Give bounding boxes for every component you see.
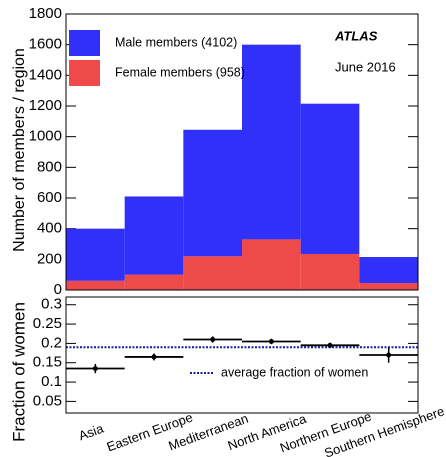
y-tick-label: 0.25 bbox=[33, 315, 62, 332]
point bbox=[386, 352, 392, 358]
plot-frame bbox=[65, 296, 419, 414]
bar bbox=[124, 274, 184, 290]
x-tick-label: Asia bbox=[77, 420, 107, 443]
point bbox=[268, 338, 274, 344]
y-tick-label: 0.2 bbox=[41, 334, 62, 351]
bar bbox=[242, 239, 301, 290]
plot-frame bbox=[65, 13, 419, 291]
point bbox=[151, 354, 157, 360]
bar bbox=[242, 44, 301, 240]
bar bbox=[300, 103, 360, 254]
y-tick-label: 800 bbox=[37, 158, 62, 175]
y-tick-label: 0.1 bbox=[41, 373, 62, 390]
y-tick-label: 600 bbox=[37, 189, 62, 206]
point bbox=[210, 337, 216, 343]
annotation: June 2016 bbox=[335, 59, 396, 74]
y-tick-label: 400 bbox=[37, 220, 62, 237]
y-axis-title: Fraction of women bbox=[9, 302, 28, 442]
legend-label: Male members (4102) bbox=[115, 35, 237, 49]
bar bbox=[300, 253, 360, 290]
bar bbox=[359, 257, 418, 284]
point bbox=[92, 366, 98, 372]
y-tick-label: 1800 bbox=[29, 5, 62, 22]
y-tick-label: 0.3 bbox=[41, 296, 62, 313]
legend-label: average fraction of women bbox=[221, 365, 368, 379]
y-axis-title: Number of members / region bbox=[11, 48, 28, 252]
y-tick-label: 1000 bbox=[29, 128, 62, 145]
y-tick-label: 0.15 bbox=[33, 354, 62, 371]
legend-swatch bbox=[69, 30, 100, 56]
annotation: ATLAS bbox=[334, 28, 378, 43]
bar bbox=[183, 256, 242, 290]
y-tick-label: 0 bbox=[54, 281, 62, 298]
y-tick-label: 1400 bbox=[29, 66, 62, 83]
bar bbox=[124, 196, 184, 275]
legend-label: Female members (958) bbox=[115, 65, 245, 79]
bar bbox=[183, 129, 242, 257]
point bbox=[327, 342, 333, 348]
bar bbox=[66, 228, 125, 281]
y-tick-label: 0.05 bbox=[33, 392, 62, 409]
y-tick-label: 1200 bbox=[29, 97, 62, 114]
y-tick-label: 200 bbox=[37, 250, 62, 267]
bar bbox=[359, 283, 418, 290]
y-tick-label: 1600 bbox=[29, 36, 62, 53]
bar bbox=[66, 280, 125, 290]
legend-swatch bbox=[69, 60, 100, 86]
